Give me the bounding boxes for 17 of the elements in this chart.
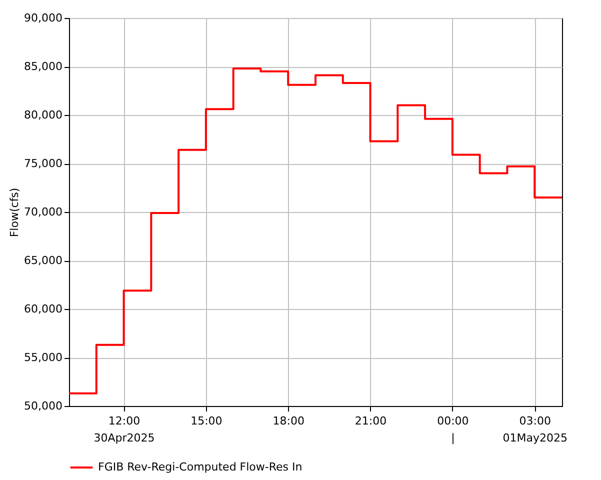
y-tick-label: 85,000 bbox=[24, 60, 62, 73]
y-tick-label: 60,000 bbox=[24, 302, 62, 316]
y-tick-label: 50,000 bbox=[24, 400, 62, 412]
y-tick-label: 75,000 bbox=[24, 157, 62, 170]
y-tick-label: 65,000 bbox=[24, 254, 62, 267]
y-tick-label: 90,000 bbox=[24, 12, 62, 24]
x-tick-label: 18:00 bbox=[272, 414, 304, 428]
x-tick-label: 12:00 30Apr2025 bbox=[94, 414, 155, 444]
legend-label: FGIB Rev-Regi-Computed Flow-Res In bbox=[98, 460, 302, 474]
x-tick-label: 03:00 01May2025 bbox=[502, 414, 568, 444]
y-tick-label: 55,000 bbox=[24, 351, 62, 364]
x-tick-label: 15:00 bbox=[190, 414, 222, 428]
x-tick-label: 21:00 bbox=[354, 414, 387, 428]
y-tick-label: 80,000 bbox=[24, 108, 62, 122]
y-tick-label: 70,000 bbox=[24, 206, 62, 218]
y-axis-title: Flow(cfs) bbox=[8, 188, 22, 238]
x-tick-label: 00:00 | bbox=[437, 414, 469, 444]
